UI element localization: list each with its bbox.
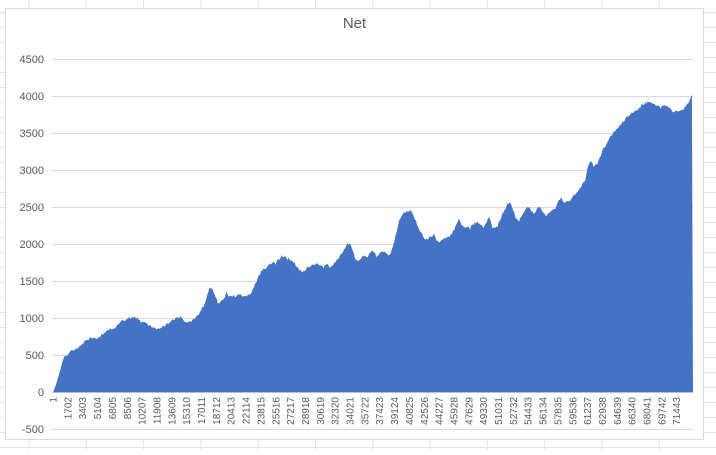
y-tick-label: 4000: [20, 91, 44, 103]
x-tick-label: 25516: [271, 397, 282, 425]
x-tick-label: 8506: [123, 397, 134, 420]
y-tick-label: 0: [38, 387, 44, 399]
x-tick-label: 28918: [301, 397, 312, 425]
x-tick-label: 35722: [360, 397, 371, 425]
chart-title[interactable]: Net: [343, 15, 367, 32]
x-tick-label: 61237: [583, 397, 594, 425]
x-tick-label: 20413: [227, 397, 238, 425]
x-tick-label: 69742: [657, 397, 668, 425]
y-tick-label: 4500: [20, 54, 44, 66]
x-tick-label: 10207: [138, 397, 149, 425]
x-tick-label: 22114: [242, 397, 253, 425]
x-axis-tick-labels: 1 1702 3403 5104 6805 8506 10207 11908 13609 1531…: [49, 397, 684, 425]
y-tick-label: -500: [22, 424, 44, 436]
x-tick-label: 11908: [152, 397, 163, 425]
x-tick-label: 39124: [390, 397, 401, 425]
x-tick-label: 57835: [553, 397, 564, 425]
x-tick-label: 68041: [643, 397, 654, 425]
x-tick-label: 42526: [420, 397, 431, 425]
x-tick-label: 62938: [598, 397, 609, 425]
x-tick-label: 18712: [212, 397, 223, 425]
x-tick-label: 59536: [568, 397, 579, 425]
x-tick-label: 49330: [479, 397, 490, 425]
x-tick-label: 45928: [449, 397, 460, 425]
y-axis-tick-labels: 4500 4000 3500 3000 2500 2000 1500 1000 500 0 -500: [20, 54, 44, 436]
x-tick-label: 1702: [63, 397, 74, 420]
x-tick-label: 6805: [108, 397, 119, 420]
x-tick-label: 52732: [509, 397, 520, 425]
x-tick-label: 71443: [672, 397, 683, 425]
x-tick-label: 23815: [256, 397, 267, 425]
x-tick-label: 40825: [405, 397, 416, 425]
y-tick-label: 1000: [20, 313, 44, 325]
x-tick-label: 1: [49, 397, 60, 403]
x-tick-label: 37423: [375, 397, 386, 425]
x-tick-label: 51031: [494, 397, 505, 425]
x-tick-label: 3403: [78, 397, 89, 420]
x-tick-label: 34021: [346, 397, 357, 425]
x-tick-label: 54433: [524, 397, 535, 425]
x-tick-label: 30619: [316, 397, 327, 425]
x-tick-label: 56134: [539, 397, 550, 425]
x-tick-label: 66340: [628, 397, 639, 425]
y-tick-label: 1500: [20, 276, 44, 288]
x-tick-label: 32320: [331, 397, 342, 425]
x-tick-label: 13609: [167, 397, 178, 425]
x-tick-label: 15310: [182, 397, 193, 425]
y-tick-label: 2000: [20, 239, 44, 251]
x-tick-label: 17011: [197, 397, 208, 425]
x-tick-label: 27217: [286, 397, 297, 425]
y-tick-label: 3000: [20, 165, 44, 177]
y-tick-label: 3500: [20, 128, 44, 140]
x-tick-label: 64639: [613, 397, 624, 425]
x-tick-label: 47629: [464, 397, 475, 425]
y-tick-label: 500: [26, 350, 44, 362]
y-tick-label: 2500: [20, 202, 44, 214]
x-tick-label: 44227: [435, 397, 446, 425]
x-tick-label: 5104: [93, 397, 104, 420]
net-series-area[interactable]: [53, 94, 694, 392]
